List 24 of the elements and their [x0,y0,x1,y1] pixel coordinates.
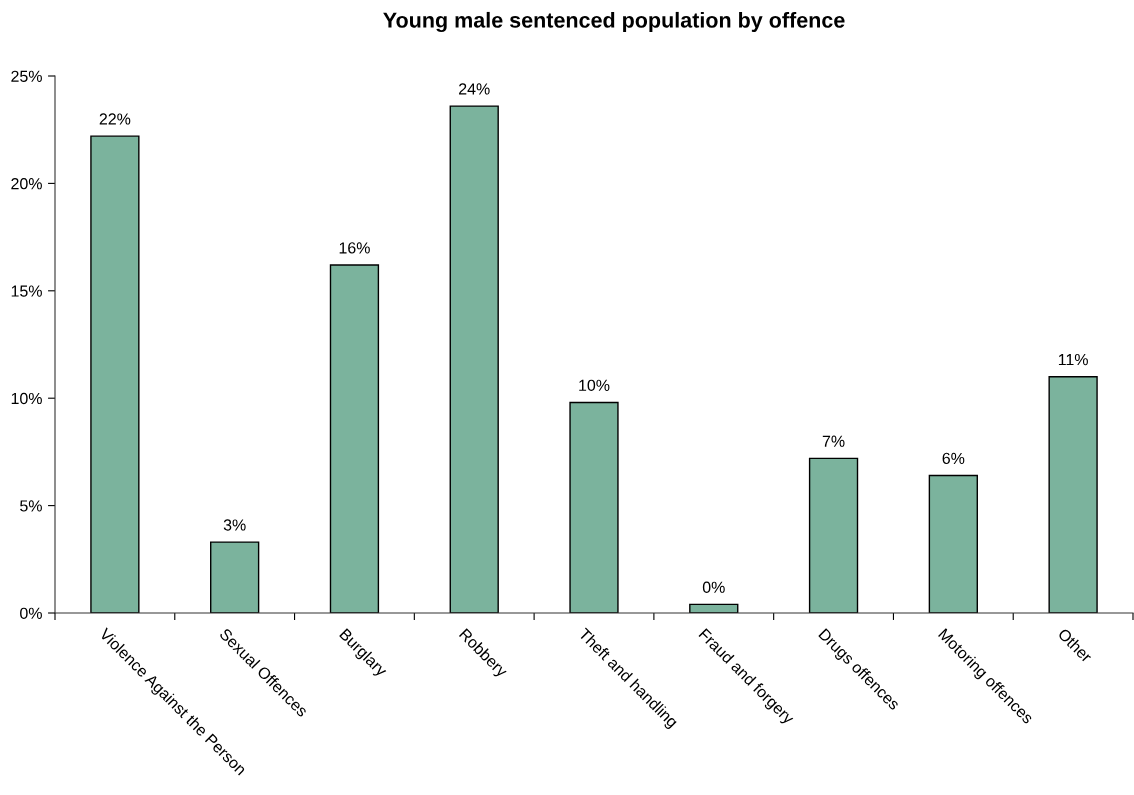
data-label: 22% [99,113,131,125]
bar [1048,376,1098,613]
data-label: 7% [822,435,845,447]
y-tick-label: 10% [11,392,42,405]
bar [449,105,499,613]
chart-title: Young male sentenced population by offence [383,11,845,33]
data-label: 10% [579,379,610,392]
data-label: 11% [1058,353,1088,366]
bar [928,474,978,613]
y-tick-label: 5% [20,500,42,512]
data-label: 3% [223,519,246,531]
y-tick-label: 15% [11,285,42,297]
bar [569,401,619,613]
y-tick-label: 20% [11,178,42,190]
bar [329,264,380,613]
data-label: 6% [942,452,965,465]
bar [90,135,140,613]
data-label: 0% [702,581,725,593]
bar [808,457,859,613]
data-label: 24% [459,83,490,95]
data-label: 16% [339,242,370,254]
y-tick-label: 0% [20,607,42,619]
bar [210,541,260,613]
y-tick-label: 25% [11,70,42,82]
